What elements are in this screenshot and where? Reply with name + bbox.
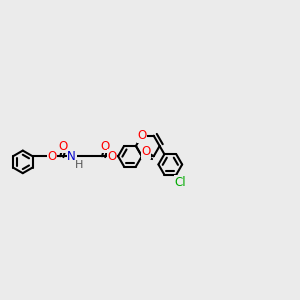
Text: O: O xyxy=(100,140,110,153)
Text: O: O xyxy=(137,129,146,142)
Text: H: H xyxy=(75,160,83,170)
Text: O: O xyxy=(47,150,56,163)
Text: N: N xyxy=(67,150,76,163)
Text: Cl: Cl xyxy=(175,176,187,189)
Text: O: O xyxy=(58,140,68,153)
Text: O: O xyxy=(108,150,117,163)
Text: O: O xyxy=(141,145,151,158)
